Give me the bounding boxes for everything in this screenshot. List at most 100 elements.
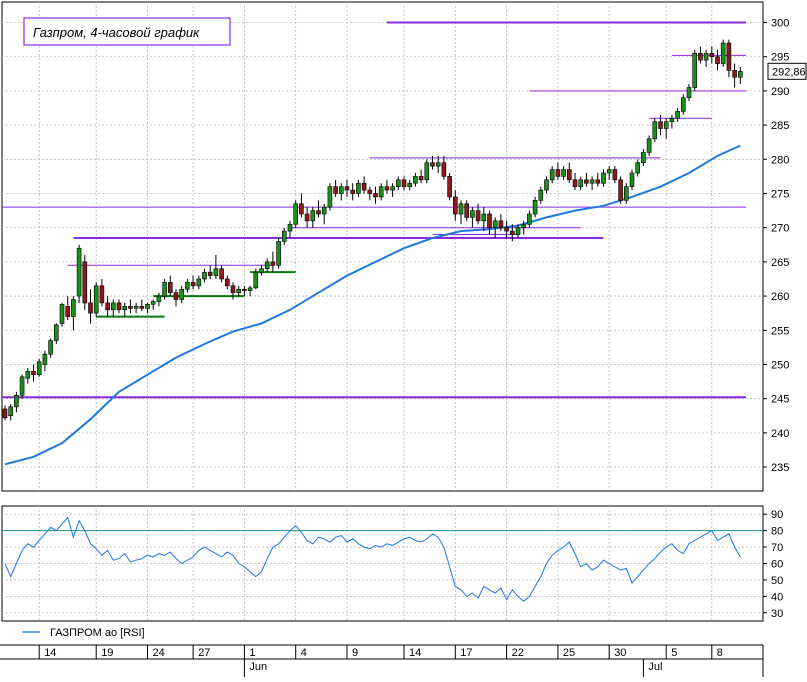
candle-body: [549, 169, 555, 181]
candle-body: [299, 203, 304, 215]
rsi-legend: ГАЗПРОМ ао [RSI]: [22, 627, 145, 639]
rsi-ytick-label: 60: [771, 559, 783, 571]
date-tick-label: 8: [717, 647, 723, 659]
candle-body: [623, 186, 629, 201]
candle-body: [25, 371, 31, 379]
candle-body: [190, 282, 196, 287]
candle-body: [361, 182, 367, 191]
candle-body: [435, 162, 441, 167]
candle-body: [384, 186, 390, 191]
candle-body: [356, 182, 361, 194]
candle-body: [726, 42, 732, 71]
candle-body: [185, 282, 190, 290]
candle-body: [128, 306, 133, 309]
candle-body: [48, 340, 53, 355]
candle-body: [715, 56, 720, 64]
price-ytick-label: 260: [771, 291, 789, 303]
price-ytick-label: 255: [771, 325, 789, 337]
rsi-line: [4, 516, 741, 602]
candle-body: [390, 186, 395, 191]
candle-body: [407, 182, 413, 187]
candle-body: [709, 52, 715, 58]
price-ytick-label: 285: [771, 120, 789, 132]
candle-body: [737, 71, 743, 78]
date-tick-label: 24: [153, 647, 165, 659]
candle-body: [287, 223, 293, 232]
candle-body: [310, 210, 316, 222]
date-tick-label: 27: [198, 647, 210, 659]
candle-body: [264, 261, 270, 270]
candle-body: [99, 285, 105, 304]
candle-body: [504, 227, 509, 232]
candle-body: [327, 186, 333, 208]
candle-body: [680, 97, 686, 112]
rsi-legend-label: ГАЗПРОМ ао [RSI]: [50, 627, 145, 639]
candle-body: [692, 52, 698, 88]
date-tick-label: 4: [301, 647, 307, 659]
candle-body: [293, 203, 299, 225]
candle-body: [321, 206, 327, 215]
candle-body: [669, 117, 675, 122]
last-price-value: 292,86: [772, 66, 806, 78]
candle-body: [544, 179, 549, 191]
rsi-ytick-label: 50: [771, 575, 783, 587]
candle-body: [641, 152, 646, 164]
candle-body: [168, 282, 173, 293]
candle-body: [658, 121, 663, 129]
candle-body: [207, 271, 213, 276]
candle-body: [276, 241, 281, 266]
candle-body: [230, 285, 236, 293]
date-tick-label: 14: [409, 647, 421, 659]
candle-body: [116, 302, 122, 311]
candle-body: [703, 52, 709, 61]
candle-body: [515, 227, 521, 235]
price-plot-area: [1, 1, 764, 492]
candle-body: [270, 261, 276, 266]
date-tick-label: 17: [460, 647, 472, 659]
date-tick-label: 5: [671, 647, 677, 659]
candle-body: [606, 169, 612, 174]
candle-body: [595, 179, 601, 184]
rsi-ytick-label: 70: [771, 542, 783, 554]
price-ytick-label: 290: [771, 86, 789, 98]
date-tick-label: 25: [563, 647, 575, 659]
candle-body: [566, 169, 572, 181]
candle-body: [93, 285, 99, 314]
candle-body: [481, 213, 487, 222]
candle-body: [344, 186, 350, 191]
candle-body: [42, 353, 48, 365]
candle-body: [236, 288, 241, 293]
candle-body: [492, 220, 498, 228]
candle-body: [646, 138, 652, 153]
candle-body: [59, 303, 65, 324]
candle-body: [173, 292, 179, 300]
rsi-ytick-label: 90: [771, 509, 783, 521]
candle-body: [281, 230, 287, 242]
candle-body: [470, 210, 475, 218]
candle-body: [732, 70, 737, 78]
date-tick-label: 1: [249, 647, 255, 659]
candle-body: [521, 223, 527, 228]
candle-body: [561, 169, 566, 177]
candle-body: [202, 271, 207, 280]
candle-body: [601, 172, 606, 184]
candle-body: [378, 186, 384, 198]
candle-body: [464, 203, 470, 218]
candle-body: [424, 162, 430, 181]
candle-body: [338, 186, 344, 194]
candle-body: [578, 179, 584, 187]
candle-body: [88, 302, 93, 314]
candle-body: [441, 162, 447, 177]
candle-body: [401, 179, 407, 187]
candle-body: [156, 295, 162, 302]
candle-body: [36, 361, 42, 376]
date-tick-label: 22: [512, 647, 524, 659]
candle-body: [213, 268, 219, 276]
candle-body: [475, 210, 481, 222]
price-ytick-label: 245: [771, 394, 789, 406]
rsi-panel: 30 40 50 60 70 80 90: [1, 505, 783, 622]
rsi-ytick-label: 40: [771, 591, 783, 603]
chart-title: Газпром, 4-часовой график: [33, 25, 200, 40]
